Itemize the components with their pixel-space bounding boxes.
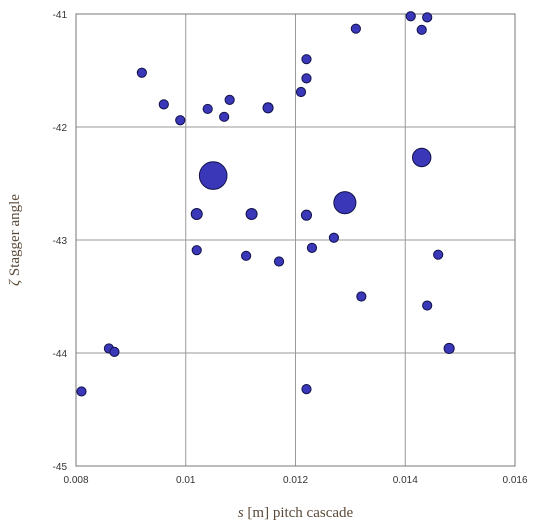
data-point: [191, 245, 202, 256]
data-point: [76, 386, 87, 397]
data-point: [190, 207, 203, 221]
x-tick-label: 0.012: [283, 475, 308, 486]
x-axis-title: s [m] pitch cascade: [238, 505, 354, 521]
x-tick-label: 0.014: [393, 475, 418, 486]
data-point: [443, 342, 455, 355]
data-point: [219, 111, 230, 122]
data-point: [328, 232, 340, 243]
data-point: [405, 11, 416, 22]
data-point: [356, 291, 367, 302]
x-tick-label: 0.016: [502, 475, 527, 486]
data-points: [76, 11, 455, 397]
data-point: [412, 147, 432, 168]
x-tick-labels: 0.008 0.01 0.012 0.014 0.016: [63, 475, 527, 486]
data-point: [241, 250, 252, 261]
data-point: [175, 115, 186, 126]
data-point: [350, 23, 361, 34]
data-point: [136, 67, 147, 78]
data-point: [301, 384, 312, 395]
data-point: [262, 102, 274, 114]
data-point: [422, 300, 433, 311]
data-point: [433, 249, 444, 260]
data-point: [109, 346, 120, 357]
data-point: [245, 207, 258, 221]
data-point: [333, 191, 357, 215]
x-tick-label: 0.01: [176, 475, 196, 486]
data-point: [295, 86, 307, 98]
data-point: [158, 99, 169, 110]
x-axis-label: [m] pitch cascade: [244, 505, 354, 521]
y-tick-label: -42: [53, 123, 68, 134]
y-tick-label: -43: [53, 236, 68, 247]
data-point: [224, 94, 235, 105]
y-axis-title: ζ Stagger angle: [7, 194, 23, 286]
data-point: [422, 12, 433, 23]
x-axis-symbol: s: [238, 505, 244, 521]
y-tick-label: -41: [53, 10, 68, 21]
data-point: [301, 73, 312, 84]
y-tick-label: -45: [53, 462, 68, 473]
data-point: [198, 161, 228, 190]
x-tick-label: 0.008: [63, 475, 88, 486]
data-point: [202, 103, 213, 115]
data-point: [416, 24, 427, 35]
data-point: [306, 242, 318, 254]
grid-lines: [75, 13, 516, 467]
data-point: [273, 256, 285, 267]
y-axis-label: Stagger angle: [7, 194, 23, 280]
data-point: [301, 54, 312, 65]
y-tick-labels: -45 -44 -43 -42 -41: [53, 10, 68, 473]
data-point: [300, 209, 313, 221]
plot-frame: [75, 13, 516, 467]
y-axis-symbol: ζ: [7, 279, 23, 286]
y-tick-label: -44: [53, 349, 68, 360]
